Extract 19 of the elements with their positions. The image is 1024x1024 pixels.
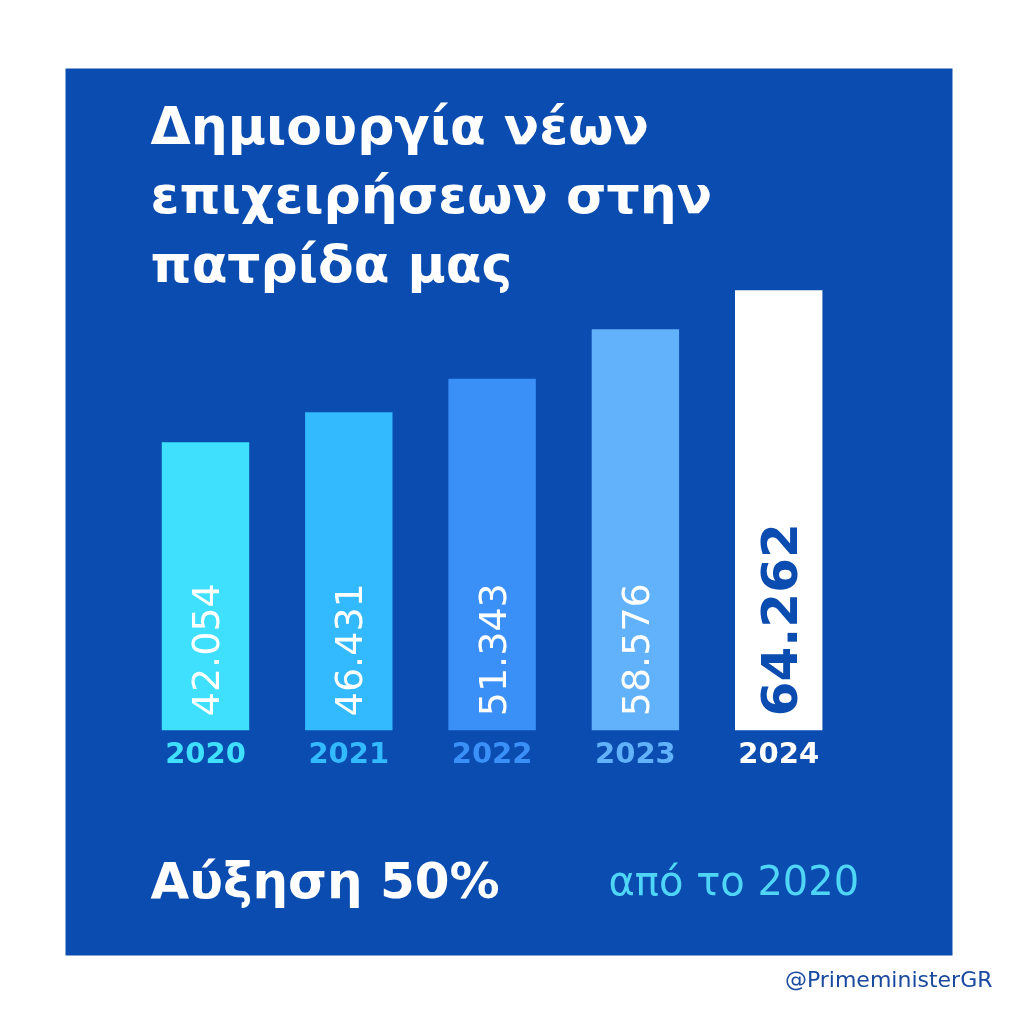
- x-tick-label: 2020: [165, 736, 246, 771]
- bar: [305, 412, 393, 731]
- x-tick-label: 2021: [308, 736, 390, 771]
- data-label: 64.262: [750, 523, 809, 717]
- chart-title: Δημιουργία νέων επιχειρήσεων στην πατρίδα μας: [150, 95, 713, 294]
- text: από το 2020: [608, 857, 860, 904]
- data-label: 51.343: [470, 583, 515, 717]
- x-tick-label: 2022: [451, 736, 533, 771]
- bar: [734, 290, 823, 731]
- bar: [161, 442, 250, 731]
- text: @PrimeministerGR: [784, 966, 993, 992]
- data-label: 58.576: [613, 583, 658, 717]
- data-label: 42.054: [184, 583, 228, 717]
- bar: [591, 329, 680, 731]
- text: Αύξηση 50%: [150, 851, 500, 910]
- x-tick-label: 2024: [738, 736, 820, 771]
- x-tick-label: 2023: [595, 736, 676, 771]
- bar: [448, 378, 536, 731]
- data-label: 46.431: [327, 583, 372, 717]
